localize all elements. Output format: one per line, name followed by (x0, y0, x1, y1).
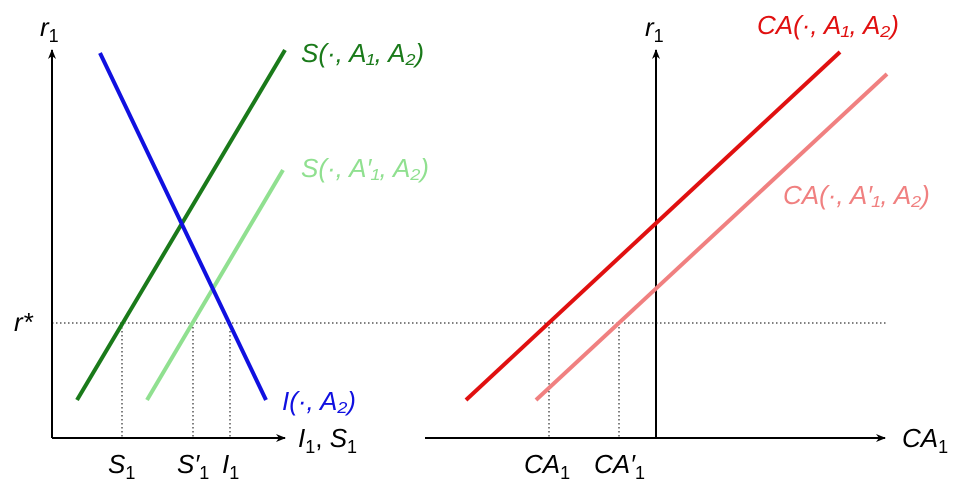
right-x-axis-label: CA1 (902, 423, 948, 457)
saving-shifted-curve (145, 168, 285, 402)
ca1-tick-label: CA1 (524, 449, 570, 483)
left-panel: r1 I1, S1 r* S(·, A₁, A₂) S(·, A′₁, A₂) … (14, 12, 888, 483)
i1-tick-label: I1 (222, 449, 239, 483)
r-star-label: r* (14, 307, 34, 337)
right-y-axis-label: r1 (645, 12, 664, 46)
ca-shifted-curve (534, 72, 889, 402)
left-y-axis-label: r1 (40, 12, 59, 46)
investment-curve-label: I(·, A₂) (282, 386, 356, 416)
saving-shifted-curve-label: S(·, A′₁, A₂) (301, 153, 429, 183)
ca1-prime-tick-label: CA′1 (594, 449, 645, 483)
s1-tick-label: S1 (108, 449, 135, 483)
ca-curve (464, 50, 842, 402)
ca-shifted-curve-label: CA(·, A′₁, A₂) (783, 180, 930, 210)
ca-curve-label: CA(·, A₁, A₂) (757, 10, 899, 40)
left-x-axis-label: I1, S1 (298, 423, 357, 457)
saving-curve-label: S(·, A₁, A₂) (301, 38, 424, 68)
s1-prime-tick-label: S′1 (177, 449, 209, 483)
investment-curve (98, 52, 268, 401)
right-panel: r1 CA1 CA(·, A₁, A₂) CA(·, A′₁, A₂) CA1 … (425, 10, 948, 483)
